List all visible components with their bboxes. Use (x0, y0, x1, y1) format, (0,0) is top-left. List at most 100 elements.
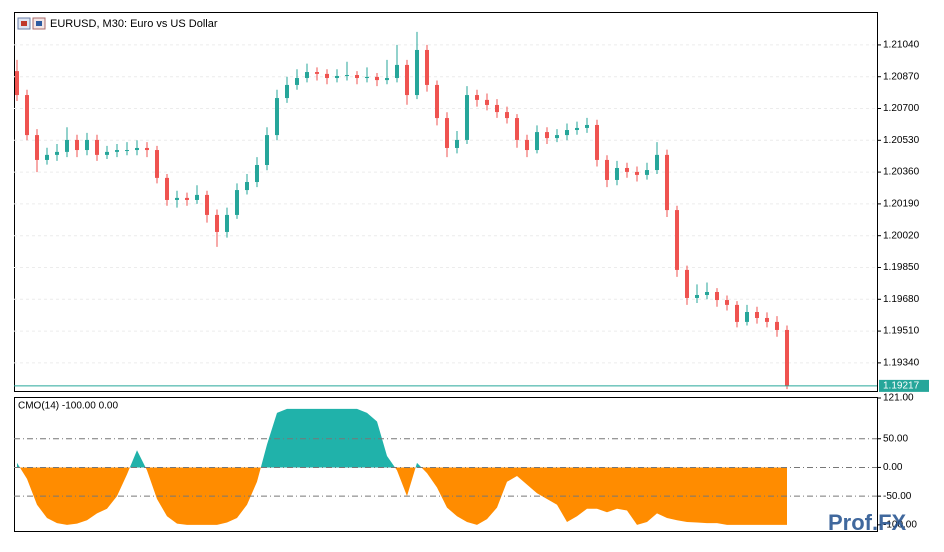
candle-body (515, 118, 519, 140)
candle-body (635, 171, 639, 175)
candle-body (445, 118, 449, 148)
candle-body (375, 76, 379, 81)
y-tick-label: 1.19680 (883, 294, 920, 305)
y-tick-label: 1.20360 (883, 167, 920, 178)
y-tick-label: 1.20870 (883, 71, 920, 82)
y-tick-label: 0.00 (883, 462, 903, 473)
candle-body (735, 304, 739, 322)
candle-body (35, 135, 39, 160)
candle-body (565, 130, 569, 136)
candle-body (145, 147, 149, 151)
y-tick-label: 1.20700 (883, 103, 920, 114)
candle-body (175, 197, 179, 200)
candle-body (755, 312, 759, 318)
candle-body (345, 75, 349, 77)
candle-body (715, 291, 719, 301)
candle-body (435, 84, 439, 119)
candle-body (425, 49, 429, 85)
y-tick-label: -50.00 (883, 491, 912, 502)
candle-body (225, 214, 229, 232)
candle-body (15, 71, 19, 96)
candle-body (595, 124, 599, 160)
candle-body (25, 95, 29, 136)
candle-body (185, 197, 189, 200)
candle-body (55, 151, 59, 155)
candle-body (615, 167, 619, 180)
candle-body (85, 139, 89, 151)
candle-body (275, 98, 279, 136)
candle-body (155, 150, 159, 178)
candle-body (455, 139, 459, 148)
y-tick-label: 1.19510 (883, 326, 920, 337)
candle-body (495, 104, 499, 113)
y-tick-label: -100.00 (883, 519, 917, 530)
candle-body (605, 159, 609, 180)
candle-body (325, 73, 329, 79)
candle-body (645, 170, 649, 175)
candle-body (215, 214, 219, 232)
candle-body (555, 135, 559, 139)
symbol-icon (17, 17, 46, 30)
candle-body (655, 154, 659, 171)
candle-body (115, 150, 119, 152)
y-tick-label: 1.19850 (883, 262, 920, 273)
y-tick-label: 1.19340 (883, 358, 920, 369)
candle-body (205, 194, 209, 215)
candle-body (165, 177, 169, 200)
candle-body (485, 99, 489, 105)
candle-body (235, 190, 239, 215)
candle-body (265, 135, 269, 165)
watermark: Prof.FX (828, 510, 907, 535)
indicator-title: CMO(14) -100.00 0.00 (18, 401, 118, 412)
candle-body (365, 76, 369, 79)
candle-body (745, 312, 749, 322)
y-tick-label: 1.20530 (883, 135, 920, 146)
candle-body (695, 294, 699, 298)
candle-body (45, 154, 49, 160)
candle-body (575, 127, 579, 131)
candle-body (255, 164, 259, 183)
y-tick-label: 1.20020 (883, 230, 920, 241)
candle-body (665, 154, 669, 211)
price-pane (14, 12, 878, 392)
candle-body (285, 84, 289, 99)
candle-body (405, 64, 409, 96)
candle-body (95, 139, 99, 155)
candle-body (355, 75, 359, 79)
indicator-pane (14, 397, 878, 532)
y-tick-label: 121.00 (883, 393, 914, 404)
candle-body (525, 139, 529, 151)
candle-body (475, 95, 479, 100)
candle-body (465, 95, 469, 140)
candle-body (385, 78, 389, 81)
last-price-label: 1.19217 (883, 381, 920, 392)
candle-body (305, 72, 309, 79)
candle-body (135, 147, 139, 151)
candle-body (505, 112, 509, 119)
chart-title: EURUSD, M30: Euro vs US Dollar (50, 18, 218, 30)
candle-body (585, 124, 589, 128)
candle-body (725, 300, 729, 305)
candle-body (245, 182, 249, 191)
candle-body (335, 75, 339, 79)
candle-body (785, 329, 789, 386)
cmo-negative-area (19, 467, 787, 525)
candle-body (625, 167, 629, 172)
y-tick-label: 50.00 (883, 433, 908, 444)
candle-body (315, 72, 319, 74)
candle-body (195, 194, 199, 200)
candle-body (415, 49, 419, 96)
candle-body (105, 151, 109, 155)
candle-body (765, 317, 769, 322)
candle-body (395, 64, 399, 79)
candle-body (685, 269, 689, 298)
y-tick-label: 1.21040 (883, 40, 920, 51)
candle-body (705, 291, 709, 295)
candle-body (125, 150, 129, 152)
candle-body (75, 139, 79, 151)
y-tick-label: 1.20190 (883, 199, 920, 210)
candle-body (295, 78, 299, 85)
candle-body (535, 132, 539, 151)
candle-body (775, 321, 779, 330)
